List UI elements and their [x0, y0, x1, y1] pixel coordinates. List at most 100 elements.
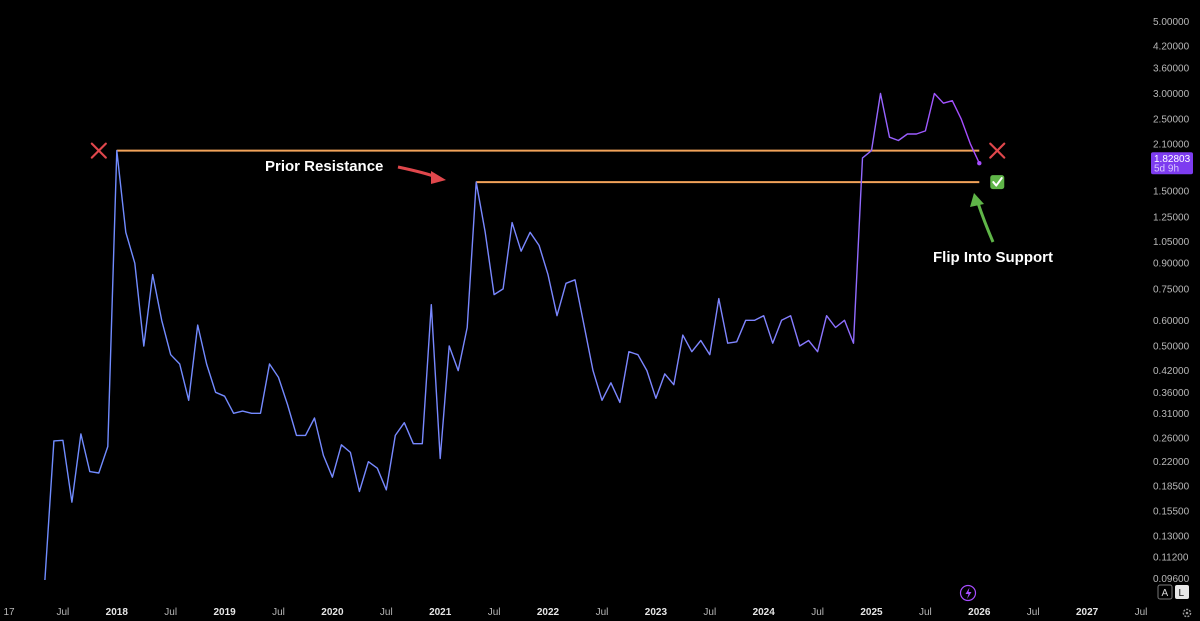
last-price-tag: 1.82803 5d 9h	[1151, 152, 1193, 175]
data-point	[53, 440, 54, 441]
data-point	[673, 384, 674, 385]
data-point	[71, 502, 72, 503]
data-point	[350, 452, 351, 453]
x-tick-label: Jul	[57, 607, 70, 618]
data-point	[224, 396, 225, 397]
cross-icon	[90, 142, 107, 159]
data-point	[898, 140, 899, 141]
data-point	[709, 354, 710, 355]
data-point	[485, 232, 486, 233]
data-point	[467, 327, 468, 328]
x-tick-label: 2020	[321, 607, 344, 618]
data-point	[44, 579, 45, 580]
data-point	[583, 324, 584, 325]
data-point	[727, 343, 728, 344]
lightning-icon[interactable]	[959, 584, 977, 602]
data-point	[449, 345, 450, 346]
data-point	[970, 143, 971, 144]
data-point	[781, 320, 782, 321]
data-point	[718, 298, 719, 299]
y-tick-label: 0.36000	[1153, 388, 1190, 399]
data-point	[251, 413, 252, 414]
log-scale-button[interactable]: L	[1175, 585, 1189, 599]
data-point	[332, 477, 333, 478]
data-point	[287, 404, 288, 405]
data-point	[556, 315, 557, 316]
x-axis[interactable]: 17 Jul 2018 Jul 2019 Jul 2020 Jul 2021 Jul 2022 Jul…	[3, 607, 1147, 618]
data-point	[853, 343, 854, 344]
data-point	[395, 435, 396, 436]
x-tick-label: 2023	[645, 607, 668, 618]
data-point	[188, 400, 189, 401]
data-point	[907, 133, 908, 134]
data-point	[161, 320, 162, 321]
y-tick-label: 0.90000	[1153, 259, 1190, 270]
data-point	[62, 440, 63, 441]
data-point	[476, 181, 477, 182]
data-point	[745, 320, 746, 321]
x-tick-label: 17	[3, 607, 15, 618]
data-point	[152, 274, 153, 275]
y-tick-label: 1.25000	[1153, 212, 1190, 223]
data-point	[422, 443, 423, 444]
data-point	[386, 489, 387, 490]
auto-scale-label: A	[1162, 588, 1169, 599]
data-point	[628, 351, 629, 352]
data-point	[305, 435, 306, 436]
data-point	[493, 294, 494, 295]
y-tick-label: 0.11200	[1153, 552, 1189, 563]
data-point	[736, 341, 737, 342]
data-point	[260, 413, 261, 414]
y-tick-label: 1.05000	[1153, 237, 1190, 248]
auto-scale-button[interactable]: A	[1157, 584, 1173, 600]
x-tick-label: Jul	[703, 607, 716, 618]
cross-icon	[989, 142, 1006, 159]
last-price-countdown: 5d 9h	[1154, 163, 1179, 174]
data-point	[691, 351, 692, 352]
data-point	[682, 334, 683, 335]
data-point	[889, 137, 890, 138]
y-tick-label: 2.10000	[1153, 139, 1190, 150]
y-tick-label: 0.09600	[1153, 574, 1190, 585]
gear-icon[interactable]	[1182, 608, 1192, 618]
data-point	[179, 363, 180, 364]
data-point	[610, 382, 611, 383]
data-point	[700, 340, 701, 341]
y-tick-label: 0.50000	[1153, 342, 1190, 353]
data-point	[116, 150, 117, 151]
x-tick-label: Jul	[1135, 607, 1148, 618]
data-point	[314, 417, 315, 418]
data-point	[431, 304, 432, 305]
y-tick-label: 4.20000	[1153, 42, 1190, 53]
data-point	[206, 363, 207, 364]
x-tick-label: Jul	[488, 607, 501, 618]
y-tick-label: 0.15500	[1153, 507, 1190, 518]
data-point	[817, 351, 818, 352]
data-point	[547, 274, 548, 275]
data-point	[98, 472, 99, 473]
data-point	[565, 283, 566, 284]
data-point	[413, 443, 414, 444]
x-tick-label: Jul	[164, 607, 177, 618]
x-tick-label: 2022	[537, 607, 560, 618]
data-point	[269, 363, 270, 364]
data-point	[125, 232, 126, 233]
data-point	[871, 150, 872, 151]
data-point	[601, 400, 602, 401]
horizontal-levels	[116, 149, 980, 184]
x-tick-label: Jul	[811, 607, 824, 618]
x-tick-label: 2024	[753, 607, 776, 618]
data-point	[943, 103, 944, 104]
y-axis[interactable]: 5.00000 4.20000 3.60000 3.00000 2.50000 2.100…	[1153, 17, 1190, 585]
data-point	[458, 370, 459, 371]
data-point	[799, 345, 800, 346]
arrow-icon	[397, 165, 437, 179]
data-point	[134, 263, 135, 264]
data-point	[538, 245, 539, 246]
y-tick-label: 3.00000	[1153, 89, 1190, 100]
data-point	[655, 398, 656, 399]
data-point	[826, 315, 827, 316]
data-point	[619, 402, 620, 403]
arrow-head-icon	[970, 193, 984, 207]
